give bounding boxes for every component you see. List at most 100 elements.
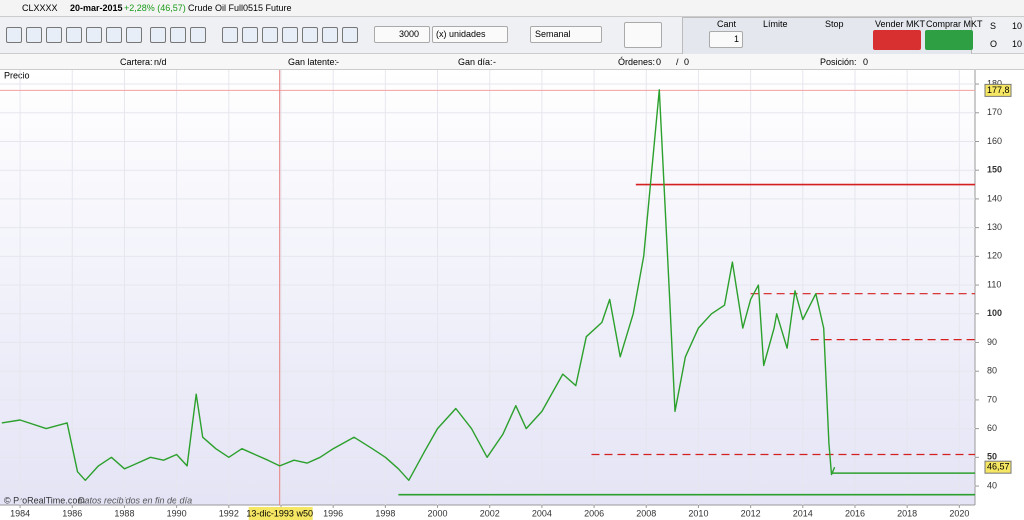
- x-tick-label: 2002: [480, 508, 500, 518]
- instrument-name: Crude Oil Full0515 Future: [188, 3, 292, 13]
- x-tick-label: 2006: [584, 508, 604, 518]
- quantity: 3000: [399, 29, 420, 39]
- y-tick-label: 80: [987, 366, 997, 376]
- y-tick-label: 100: [987, 308, 1002, 318]
- y-tick-label: 170: [987, 107, 1002, 117]
- y-tick-label: 150: [987, 165, 1002, 175]
- x-tick-label: 1984: [10, 508, 30, 518]
- position-label: Posición:: [820, 57, 857, 67]
- tool-icon[interactable]: [302, 27, 318, 43]
- x-tick-label: 1992: [219, 508, 239, 518]
- tool-icon[interactable]: [262, 27, 278, 43]
- x-tick-label: 1998: [375, 508, 395, 518]
- chart-type-button[interactable]: [624, 22, 662, 48]
- orders-a: 0: [656, 57, 662, 67]
- crosshair-label-box: [248, 507, 313, 520]
- x-tick-label: 1990: [167, 508, 187, 518]
- y-tick-label: 90: [987, 337, 997, 347]
- period-select[interactable]: Semanal: [530, 26, 602, 43]
- x-tick-label: 2004: [532, 508, 552, 518]
- period: Semanal: [535, 29, 571, 39]
- x-tick-label: 2018: [897, 508, 917, 518]
- tool-icon[interactable]: [190, 27, 206, 43]
- x-tick-label: 2016: [845, 508, 865, 518]
- tool-icon[interactable]: [26, 27, 42, 43]
- info-bar: Cartera: n/d Gan latente: - Gan día: - Ó…: [0, 54, 1024, 70]
- units: (x) unidades: [436, 29, 486, 39]
- symbol[interactable]: CLXXXX: [22, 3, 58, 13]
- x-tick-label: 2014: [793, 508, 813, 518]
- buy-label: Comprar MKT: [926, 19, 983, 29]
- tool-icon[interactable]: [222, 27, 238, 43]
- tool-icon[interactable]: [322, 27, 338, 43]
- orders-sep: /: [676, 57, 679, 67]
- tool-icon[interactable]: [170, 27, 186, 43]
- quantity-input[interactable]: 3000: [374, 26, 430, 43]
- plot-background: [0, 70, 975, 505]
- stop-label: Stop: [825, 19, 844, 29]
- crosshair-label: 13-dic-1993 w50: [246, 508, 313, 518]
- day: -: [493, 57, 496, 67]
- tool-icon[interactable]: [342, 27, 358, 43]
- order-panel: Cant 1 Límite Stop Vender MKT Comprar MK…: [682, 17, 983, 55]
- limit-label: Límite: [763, 19, 788, 29]
- x-tick-label: 2008: [636, 508, 656, 518]
- price-marker-box: [984, 83, 1012, 97]
- x-tick-label: 2010: [688, 508, 708, 518]
- tool-icon[interactable]: [6, 27, 22, 43]
- y-tick-label: 120: [987, 251, 1002, 261]
- price-marker-label: 46,57: [987, 462, 1010, 472]
- y-tick-label: 40: [987, 480, 997, 490]
- price-marker-box: [984, 460, 1012, 474]
- y-tick-label: 160: [987, 136, 1002, 146]
- tool-icon[interactable]: [150, 27, 166, 43]
- tool-icon[interactable]: [46, 27, 62, 43]
- y-tick-label: 70: [987, 394, 997, 404]
- sell-label: Vender MKT: [875, 19, 926, 29]
- price-line: [1, 89, 836, 481]
- toolbar: 3000 (x) unidades Semanal Cant 1 Límite …: [0, 17, 1024, 55]
- panel-label: Precio: [4, 70, 30, 80]
- cant: 1: [734, 34, 740, 44]
- tool-icon[interactable]: [66, 27, 82, 43]
- o-label: O: [990, 39, 998, 49]
- x-tick-label: 1996: [323, 508, 343, 518]
- tool-icon[interactable]: [242, 27, 258, 43]
- y-tick-label: 130: [987, 222, 1002, 232]
- change: +2,28% (46,57): [124, 3, 186, 13]
- x-tick-label: 2012: [741, 508, 761, 518]
- s-value[interactable]: 10: [1012, 21, 1023, 31]
- latent-label: Gan latente:: [288, 57, 338, 67]
- y-tick-label: 180: [987, 78, 1002, 88]
- day-label: Gan día:: [458, 57, 493, 67]
- portfolio-label: Cartera:: [120, 57, 153, 67]
- date: 20-mar-2015: [70, 3, 123, 13]
- footer-note: Datos recibidos en fin de día: [78, 495, 192, 505]
- x-tick-label: 1988: [114, 508, 134, 518]
- buy-button[interactable]: [925, 30, 973, 50]
- price-marker-label: 177,8: [987, 85, 1010, 95]
- latent: -: [336, 57, 339, 67]
- x-axis-background: [0, 505, 975, 520]
- y-tick-label: 60: [987, 423, 997, 433]
- tool-icon[interactable]: [282, 27, 298, 43]
- sell-button[interactable]: [873, 30, 921, 50]
- x-tick-label: 1986: [62, 508, 82, 518]
- y-tick-label: 110: [987, 279, 1001, 289]
- tool-icon[interactable]: [126, 27, 142, 43]
- footer-source: © ProRealTime.com: [4, 495, 85, 505]
- o-value[interactable]: 10: [1012, 39, 1023, 49]
- units-select[interactable]: (x) unidades: [432, 26, 508, 43]
- cant-input[interactable]: 1: [709, 31, 743, 48]
- orders-b: 0: [684, 57, 690, 67]
- portfolio: n/d: [154, 57, 167, 67]
- tool-icon[interactable]: [106, 27, 122, 43]
- x-tick-label: 2000: [428, 508, 448, 518]
- y-tick-label: 50: [987, 452, 997, 462]
- orders-label: Órdenes:: [618, 57, 656, 67]
- s-label: S: [990, 21, 997, 31]
- position: 0: [863, 57, 869, 67]
- tool-icon[interactable]: [86, 27, 102, 43]
